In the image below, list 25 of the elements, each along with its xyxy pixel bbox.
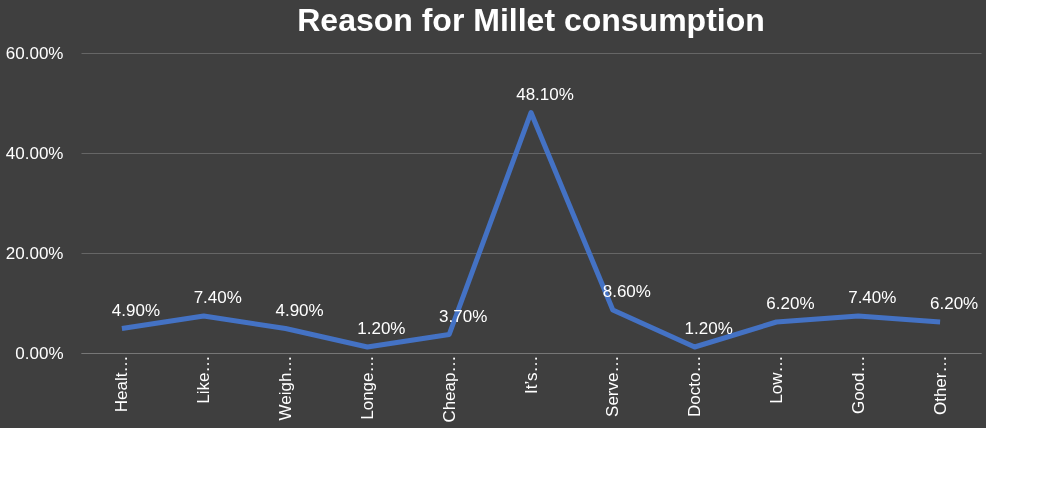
y-tick-label: 60.00%	[5, 43, 64, 63]
x-tick-label: Low…	[766, 355, 786, 404]
data-label: 7.40%	[848, 288, 897, 307]
chart-title: Reason for Millet consumption	[297, 2, 765, 38]
x-tick-label: Weigh…	[276, 355, 296, 421]
data-label: 1.20%	[684, 319, 733, 338]
x-tick-label: Longe…	[357, 355, 377, 420]
data-label: 1.20%	[357, 319, 406, 338]
y-tick-label: 0.00%	[15, 343, 64, 363]
data-label: 4.90%	[275, 300, 324, 320]
x-tick-label: Like…	[194, 355, 214, 404]
x-tick-label: Docto…	[685, 355, 705, 417]
x-tick-label: Healt…	[112, 355, 132, 413]
data-label: 7.40%	[193, 288, 242, 307]
y-tick-label: 40.00%	[5, 143, 64, 163]
y-tick-label: 20.00%	[5, 243, 64, 263]
x-tick-label: It’s…	[521, 355, 541, 394]
x-tick-label: Other…	[930, 355, 950, 416]
data-label: 6.20%	[929, 294, 979, 313]
x-tick-label: Cheap…	[439, 355, 459, 423]
data-label: 48.10%	[516, 84, 574, 104]
x-tick-label: Serve…	[603, 355, 623, 417]
x-tick-label: Good…	[848, 355, 868, 415]
data-label: 6.20%	[766, 294, 815, 313]
data-label: 4.90%	[111, 300, 161, 320]
